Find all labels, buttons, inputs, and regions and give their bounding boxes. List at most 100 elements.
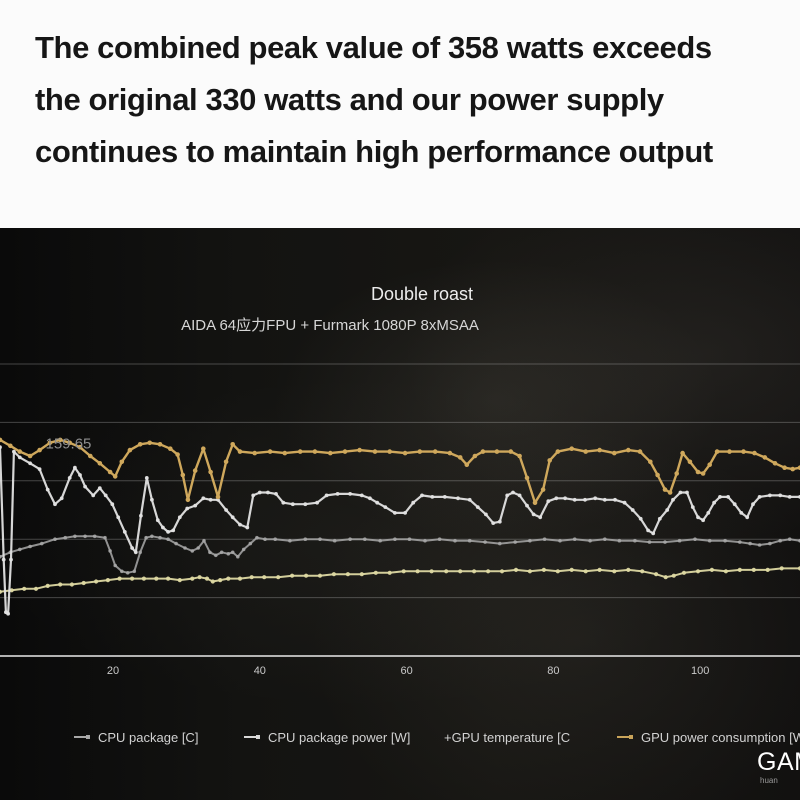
series-point (531, 512, 536, 517)
series-point (9, 557, 13, 562)
series-line-2 (0, 567, 800, 593)
series-point (208, 550, 212, 555)
series-point (726, 495, 730, 499)
legend-item-cpu-package-power: CPU package power [W] (244, 726, 410, 748)
series-point (626, 447, 631, 453)
series-point (180, 472, 186, 478)
series-point (447, 450, 453, 456)
series-point (723, 538, 727, 543)
series-point (251, 493, 256, 498)
series-point (237, 576, 243, 581)
series-point (508, 449, 514, 454)
series-point (201, 446, 206, 451)
series-point (190, 549, 195, 553)
series-point (202, 538, 206, 543)
series-point (226, 576, 231, 581)
series-point (241, 547, 246, 552)
series-point (69, 582, 74, 587)
series-point (40, 541, 44, 546)
chart-title: Double roast (370, 284, 474, 304)
series-point (373, 570, 378, 575)
series-point (37, 447, 42, 453)
series-point (494, 449, 500, 454)
series-point (617, 538, 622, 543)
series-point (680, 450, 685, 456)
series-point (53, 537, 57, 541)
series-point (583, 449, 588, 454)
series-point (458, 569, 463, 574)
legend-marker-icon (244, 735, 260, 739)
series-point (678, 490, 683, 495)
series-point (663, 540, 667, 544)
series-point (83, 484, 87, 489)
series-point (288, 538, 292, 543)
series-point (81, 580, 86, 586)
series-point (113, 563, 117, 568)
series-point (204, 576, 210, 581)
series-point (737, 567, 742, 572)
series-point (597, 447, 602, 453)
series-point (646, 528, 650, 533)
series-point (183, 546, 187, 550)
series-point (583, 569, 588, 574)
series-point (150, 497, 154, 502)
series-point (273, 537, 278, 541)
series-point (105, 578, 110, 583)
series-point (603, 537, 607, 541)
series-point (236, 554, 240, 559)
series-point (197, 575, 202, 580)
series-point (547, 458, 552, 463)
watermark-subtext: huan (760, 776, 778, 785)
series-point (738, 540, 742, 544)
series-point (569, 446, 574, 451)
series-point (332, 538, 337, 543)
series-point (739, 511, 744, 515)
series-point (677, 538, 682, 543)
series-point (130, 546, 135, 550)
headline-line-2: the original 330 watts and our power sup… (35, 82, 664, 117)
series-point (78, 473, 82, 477)
series-point (654, 572, 659, 577)
series-point (97, 486, 102, 490)
series-point (58, 582, 63, 587)
series-point (0, 589, 3, 594)
series-point (674, 471, 679, 476)
legend-label: +GPU temperature [C (444, 729, 571, 745)
series-point (797, 465, 800, 470)
legend-item-gpu-power: GPU power consumption [W (617, 726, 800, 748)
series-point (166, 530, 171, 534)
series-point (657, 516, 662, 521)
headline-line-3: continues to maintain high performance o… (35, 134, 713, 169)
series-point (517, 453, 522, 459)
series-point (423, 538, 427, 543)
series-point (37, 467, 42, 471)
series-point (249, 575, 254, 580)
series-point (147, 440, 152, 446)
series-point (647, 540, 652, 544)
series-point (757, 495, 762, 499)
series-point (119, 459, 125, 465)
series-point (630, 508, 635, 512)
series-point (486, 569, 491, 574)
series-point (407, 537, 412, 541)
series-point (762, 455, 768, 460)
series-point (276, 575, 281, 580)
series-point (665, 508, 670, 512)
series-point (201, 496, 206, 501)
series-point (378, 538, 383, 543)
watermark-text: GAM (757, 748, 800, 776)
series-point (411, 500, 416, 505)
legend-marker-icon (74, 735, 90, 739)
series-point (432, 449, 438, 454)
series-point (430, 495, 435, 499)
series-point (499, 569, 505, 574)
series-point (133, 550, 138, 555)
series-point (718, 495, 722, 499)
series-point (602, 497, 607, 502)
series-point (168, 446, 173, 451)
series-point (363, 537, 367, 541)
series-point (714, 449, 720, 454)
series-point (161, 525, 165, 530)
series-point (263, 537, 267, 541)
series-point (83, 534, 87, 539)
